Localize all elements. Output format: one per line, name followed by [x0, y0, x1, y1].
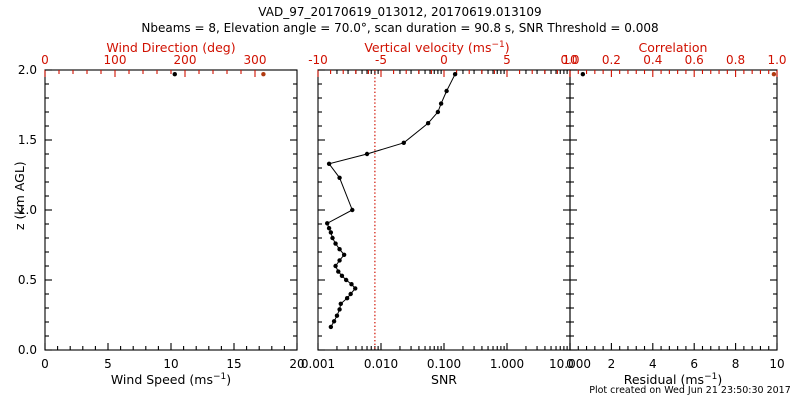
- datapoint-snr-profile: [338, 301, 343, 306]
- panel1-yticklabel: 0.0: [17, 343, 37, 357]
- panel2-top-axis-label: Vertical velocity (ms−1): [364, 39, 510, 55]
- panel2-xticklabel: 10.000: [549, 357, 591, 371]
- panel3-bottom-axis-label: Residual (ms−1): [623, 371, 723, 387]
- datapoint-snr-profile: [350, 207, 355, 213]
- panel1-top-xticklabel: 100: [103, 53, 127, 67]
- datapoint-snr-profile: [425, 121, 431, 126]
- panel2-xticklabel: 0.100: [426, 357, 462, 371]
- panel1-xticklabel: 10: [163, 357, 179, 371]
- datapoint-wind-direction: [261, 72, 266, 77]
- datapoint-snr-profile: [337, 247, 342, 252]
- panel1-bottom-axis-label: Wind Speed (ms−1): [110, 371, 232, 387]
- panel3-xticklabel: 0: [566, 357, 574, 371]
- datapoint-snr-profile: [330, 235, 335, 241]
- datapoint-snr-profile: [337, 175, 342, 180]
- datapoint-snr-profile: [341, 252, 347, 257]
- panel1-xticklabel: 15: [226, 357, 242, 371]
- panel3-frame: [569, 69, 778, 351]
- datapoint-snr-profile: [435, 109, 441, 115]
- panel1-xticklabel: 5: [104, 357, 112, 371]
- panel2-top-xticklabel: 10: [562, 53, 578, 67]
- panel2-xticklabel: 0.010: [363, 357, 399, 371]
- panel2-top-xticklabel: -5: [375, 53, 387, 67]
- panel2-top-xticklabel: 0: [440, 53, 448, 67]
- datapoint-snr-profile: [334, 313, 340, 318]
- datapoint-residual: [580, 72, 586, 77]
- panel3-xticklabel: 10: [769, 357, 785, 371]
- panel1-yticklabel: 1.0: [17, 203, 37, 217]
- generated-plot-graphics: [44, 69, 778, 351]
- datapoint-correlation: [771, 72, 777, 77]
- datapoint-snr-profile: [339, 273, 345, 278]
- panel3-top-xticklabel: 0.0: [560, 53, 580, 67]
- panel1-yticklabel: 2.0: [17, 63, 37, 77]
- panel3-top-xticklabel: 0.6: [684, 53, 704, 67]
- datapoint-snr-profile: [326, 226, 332, 231]
- datapoint-snr-profile: [333, 241, 338, 246]
- datapoint-snr-profile: [349, 282, 354, 287]
- panel1-top-xticklabel: 300: [243, 53, 267, 67]
- panel3-top-xticklabel: 0.8: [726, 53, 746, 67]
- datapoint-snr-profile: [328, 230, 334, 235]
- panel2-bottom-axis-label: SNR: [431, 372, 457, 387]
- panel2-xticklabel: 0.001: [300, 357, 336, 371]
- panel3-xticklabel: 2: [607, 357, 616, 371]
- datapoint-snr-profile: [326, 161, 332, 166]
- panel2-frame: [317, 69, 571, 351]
- figure-subtitle: Nbeams = 8, Elevation angle = 70.0°, sca…: [141, 21, 659, 35]
- datapoint-snr-profile: [325, 221, 330, 226]
- datapoint-snr-profile: [452, 72, 458, 77]
- panel1-top-xticklabel: 200: [173, 53, 197, 67]
- panel1-xticklabel: 20: [289, 357, 305, 371]
- panel2-top-xticklabel: -10: [308, 53, 328, 67]
- datapoint-snr-profile: [337, 258, 342, 263]
- datapoint-snr-profile: [328, 324, 334, 330]
- panel3-xticklabel: 8: [731, 357, 740, 371]
- panel2-xticklabel: 1.000: [489, 357, 525, 371]
- panel3-top-xticklabel: 0.4: [643, 53, 663, 67]
- datapoint-snr-profile: [331, 319, 337, 324]
- panel1-yticklabel: 0.5: [17, 273, 37, 287]
- panel1-top-xticklabel: 0: [41, 53, 49, 67]
- datapoint-snr-profile: [348, 291, 353, 297]
- panel1-yticklabel: 1.5: [17, 133, 37, 147]
- panel3-top-xticklabel: 1.0: [767, 53, 787, 67]
- datapoint-snr-profile: [444, 88, 449, 94]
- datapoint-snr-profile: [337, 307, 342, 312]
- datapoint-snr-profile: [333, 263, 338, 269]
- panel3-xticklabel: 4: [648, 357, 657, 371]
- datapoint-snr-profile: [343, 277, 349, 283]
- panel3-top-axis-label: Correlation: [638, 40, 708, 55]
- datapoint-snr-profile: [344, 296, 350, 301]
- figure-title: VAD_97_20170619_013012, 20170619.013109: [258, 5, 542, 19]
- datapoint-snr-profile: [353, 286, 358, 291]
- datapoint-snr-profile: [438, 101, 444, 106]
- panel3-xticklabel: 6: [690, 357, 699, 371]
- datapoint-wind-speed: [172, 72, 177, 77]
- panel1-frame: [44, 69, 298, 351]
- panel2-top-xticklabel: 5: [503, 53, 511, 67]
- datapoint-snr-profile: [401, 140, 406, 145]
- panel1-xticklabel: 0: [41, 357, 49, 371]
- datapoint-snr-profile: [336, 269, 341, 274]
- datapoint-snr-profile: [364, 151, 370, 157]
- panel1-top-axis-label: Wind Direction (deg): [106, 40, 236, 55]
- panel3-top-xticklabel: 0.2: [601, 53, 621, 67]
- figure-footer: Plot created on Wed Jun 21 23:50:30 2017: [589, 385, 791, 396]
